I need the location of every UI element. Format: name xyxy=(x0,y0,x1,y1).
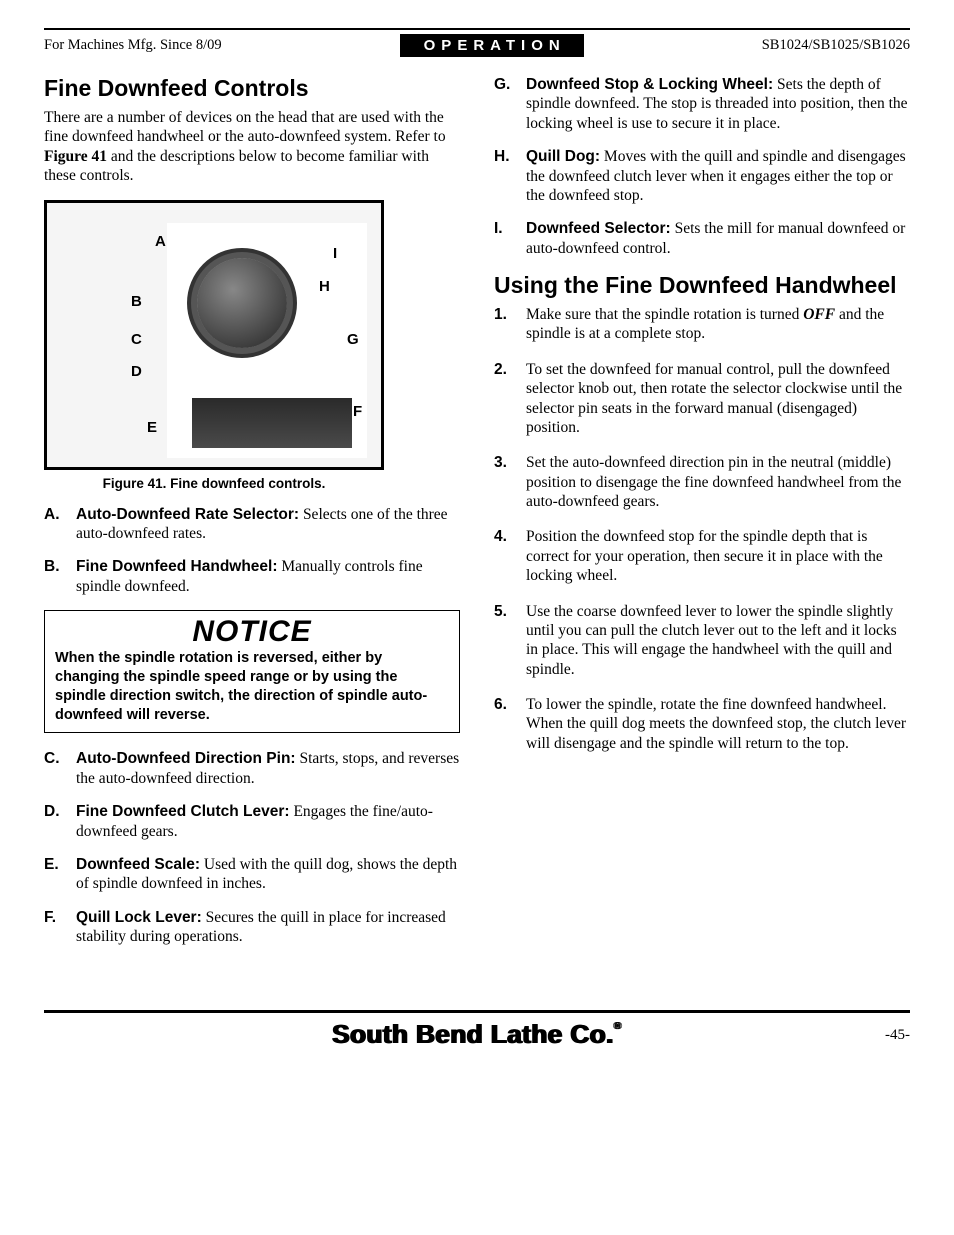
header-left: For Machines Mfg. Since 8/09 xyxy=(44,37,222,54)
page-footer: South Bend Lathe Co.® -45- xyxy=(44,1013,910,1050)
figure-caption: Figure 41. Fine downfeed controls. xyxy=(44,476,384,491)
intro-paragraph: There are a number of devices on the hea… xyxy=(44,108,460,186)
def-marker: B. xyxy=(44,557,64,596)
step-body: To set the downfeed for manual control, … xyxy=(526,360,910,438)
def-body: Downfeed Selector: Sets the mill for man… xyxy=(526,219,910,258)
def-item: C. Auto-Downfeed Direction Pin: Starts, … xyxy=(44,749,460,788)
figure-label-a: A xyxy=(155,233,166,250)
definitions-bottom: C. Auto-Downfeed Direction Pin: Starts, … xyxy=(44,749,460,946)
def-body: Auto-Downfeed Direction Pin: Starts, sto… xyxy=(76,749,460,788)
step-body: Use the coarse downfeed lever to lower t… xyxy=(526,602,910,680)
def-body: Quill Lock Lever: Secures the quill in p… xyxy=(76,908,460,947)
step-item: 1. Make sure that the spindle rotation i… xyxy=(494,305,910,344)
step-body: To lower the spindle, rotate the fine do… xyxy=(526,695,910,753)
def-item: G. Downfeed Stop & Locking Wheel: Sets t… xyxy=(494,75,910,133)
figure-label-e: E xyxy=(147,419,157,436)
def-marker: H. xyxy=(494,147,514,205)
top-rule xyxy=(44,28,910,30)
def-term: Downfeed Scale: xyxy=(76,856,200,873)
step-marker: 3. xyxy=(494,453,512,511)
def-item: I. Downfeed Selector: Sets the mill for … xyxy=(494,219,910,258)
step-body: Make sure that the spindle rotation is t… xyxy=(526,305,910,344)
def-item: E. Downfeed Scale: Used with the quill d… xyxy=(44,855,460,894)
brand-logo: South Bend Lathe Co.® xyxy=(332,1019,621,1050)
notice-body: When the spindle rotation is reversed, e… xyxy=(55,649,449,724)
intro-pre: There are a number of devices on the hea… xyxy=(44,109,446,145)
step-marker: 5. xyxy=(494,602,512,680)
def-term: Downfeed Stop & Locking Wheel: xyxy=(526,76,773,93)
step-item: 4. Position the downfeed stop for the sp… xyxy=(494,527,910,585)
step-body: Set the auto-downfeed direction pin in t… xyxy=(526,453,910,511)
def-marker: G. xyxy=(494,75,514,133)
def-item: D. Fine Downfeed Clutch Lever: Engages t… xyxy=(44,802,460,841)
step-item: 6. To lower the spindle, rotate the fine… xyxy=(494,695,910,753)
def-item: H. Quill Dog: Moves with the quill and s… xyxy=(494,147,910,205)
section-heading: Fine Downfeed Controls xyxy=(44,75,460,102)
header-section-badge: OPERATION xyxy=(400,34,584,57)
step-marker: 2. xyxy=(494,360,512,438)
steps-list: 1. Make sure that the spindle rotation i… xyxy=(494,305,910,753)
step-marker: 4. xyxy=(494,527,512,585)
def-term: Quill Lock Lever: xyxy=(76,909,202,926)
figure-label-h: H xyxy=(319,278,330,295)
def-body: Auto-Downfeed Rate Selector: Selects one… xyxy=(76,505,460,544)
page-number: -45- xyxy=(885,1027,910,1044)
def-term: Auto-Downfeed Direction Pin: xyxy=(76,750,296,767)
notice-box: NOTICE When the spindle rotation is reve… xyxy=(44,610,460,733)
def-body: Fine Downfeed Clutch Lever: Engages the … xyxy=(76,802,460,841)
registered-icon: ® xyxy=(614,1021,622,1032)
step-item: 2. To set the downfeed for manual contro… xyxy=(494,360,910,438)
step-marker: 6. xyxy=(494,695,512,753)
brand-text: South Bend Lathe Co. xyxy=(332,1019,614,1049)
intro-figure-ref: Figure 41 xyxy=(44,148,107,165)
figure-label-d: D xyxy=(131,363,142,380)
figure-label-i: I xyxy=(333,245,337,262)
step-off: OFF xyxy=(803,306,835,323)
figure-41: A B C D E F G H I xyxy=(44,200,384,470)
step-marker: 1. xyxy=(494,305,512,344)
definitions-top: A. Auto-Downfeed Rate Selector: Selects … xyxy=(44,505,460,597)
def-item: F. Quill Lock Lever: Secures the quill i… xyxy=(44,908,460,947)
def-term: Fine Downfeed Clutch Lever: xyxy=(76,803,290,820)
left-column: Fine Downfeed Controls There are a numbe… xyxy=(44,75,460,960)
def-item: A. Auto-Downfeed Rate Selector: Selects … xyxy=(44,505,460,544)
def-marker: I. xyxy=(494,219,514,258)
def-marker: C. xyxy=(44,749,64,788)
figure-label-b: B xyxy=(131,293,142,310)
figure-label-c: C xyxy=(131,331,142,348)
def-item: B. Fine Downfeed Handwheel: Manually con… xyxy=(44,557,460,596)
def-term: Fine Downfeed Handwheel: xyxy=(76,558,278,575)
def-body: Fine Downfeed Handwheel: Manually contro… xyxy=(76,557,460,596)
figure-label-f: F xyxy=(353,403,362,420)
def-marker: E. xyxy=(44,855,64,894)
def-term: Auto-Downfeed Rate Selector: xyxy=(76,506,299,523)
def-marker: A. xyxy=(44,505,64,544)
def-marker: D. xyxy=(44,802,64,841)
step-item: 5. Use the coarse downfeed lever to lowe… xyxy=(494,602,910,680)
right-column: G. Downfeed Stop & Locking Wheel: Sets t… xyxy=(494,75,910,960)
figure-label-g: G xyxy=(347,331,359,348)
section-heading: Using the Fine Downfeed Handwheel xyxy=(494,272,910,299)
header-model: SB1024/SB1025/SB1026 xyxy=(762,37,910,54)
def-body: Downfeed Scale: Used with the quill dog,… xyxy=(76,855,460,894)
step-text-pre: Make sure that the spindle rotation is t… xyxy=(526,306,803,323)
def-term: Downfeed Selector: xyxy=(526,220,671,237)
def-marker: F. xyxy=(44,908,64,947)
def-body: Downfeed Stop & Locking Wheel: Sets the … xyxy=(526,75,910,133)
def-term: Quill Dog: xyxy=(526,148,600,165)
step-body: Position the downfeed stop for the spind… xyxy=(526,527,910,585)
def-body: Quill Dog: Moves with the quill and spin… xyxy=(526,147,910,205)
definitions-right: G. Downfeed Stop & Locking Wheel: Sets t… xyxy=(494,75,910,258)
notice-title: NOTICE xyxy=(55,615,449,649)
step-item: 3. Set the auto-downfeed direction pin i… xyxy=(494,453,910,511)
page-header: For Machines Mfg. Since 8/09 OPERATION S… xyxy=(44,34,910,57)
